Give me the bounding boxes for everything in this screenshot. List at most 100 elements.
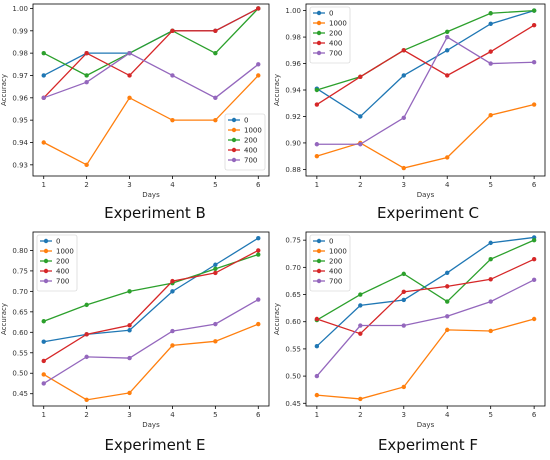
data-point-400 — [256, 6, 261, 11]
data-point-1000 — [41, 372, 46, 377]
data-point-0 — [41, 339, 46, 344]
data-point-700 — [84, 354, 89, 360]
series-line-1000 — [316, 318, 535, 400]
data-point-0 — [358, 114, 363, 119]
y-tick-label: 0.96 — [285, 60, 301, 68]
data-point-700 — [256, 62, 261, 67]
x-tick-label: 6 — [532, 411, 537, 419]
data-point-700 — [488, 61, 493, 66]
series-line-0 — [43, 237, 259, 343]
data-point-400 — [84, 50, 89, 56]
data-point-700 — [256, 297, 261, 302]
data-point-400 — [84, 332, 89, 337]
data-point-200 — [41, 319, 46, 324]
series-line-400 — [316, 24, 535, 106]
legend-label: 200 — [244, 137, 257, 145]
y-tick-label: 0.60 — [12, 329, 28, 337]
y-tick-label: 0.70 — [12, 288, 28, 296]
data-point-700 — [358, 323, 363, 328]
legend-label: 0 — [329, 238, 333, 246]
x-axis-label: Days — [417, 191, 435, 199]
y-tick-label: 0.99 — [12, 27, 28, 35]
data-point-400 — [531, 22, 537, 28]
data-point-0 — [445, 270, 450, 275]
data-point-1000 — [256, 321, 261, 327]
y-tick-label: 0.60 — [285, 318, 301, 326]
y-axis-label: Accuracy — [0, 303, 8, 335]
y-tick-label: 0.97 — [12, 72, 28, 80]
legend-swatch-marker — [43, 268, 49, 274]
data-point-1000 — [445, 155, 450, 160]
chart-panel-4: 0.45 0.50 0.55 0.60 0.65 0.70 0.75 1 2 3 4 5 6 Days Ac… — [273, 231, 546, 429]
legend-label: 400 — [329, 40, 342, 48]
data-point-0 — [41, 73, 46, 78]
data-point-200 — [256, 252, 261, 257]
legend: 0 1000 200 400 700 — [309, 234, 351, 292]
legend-label: 700 — [329, 278, 342, 286]
caption-experiment-f: Experiment F — [377, 436, 479, 454]
data-point-0 — [445, 48, 450, 53]
y-tick-label: 0.80 — [12, 247, 28, 255]
data-point-200 — [531, 8, 537, 13]
y-tick-label: 0.98 — [12, 50, 28, 58]
y-tick-label: 1.00 — [12, 5, 28, 13]
legend-label: 700 — [244, 157, 257, 165]
data-point-1000 — [127, 390, 132, 396]
x-tick-label: 1 — [41, 181, 45, 189]
legend-box — [224, 113, 266, 171]
x-tick-label: 2 — [358, 411, 362, 419]
data-point-700 — [170, 73, 175, 78]
data-point-400 — [358, 74, 363, 79]
x-tick-label: 4 — [445, 181, 450, 189]
y-tick-label: 0.50 — [12, 370, 28, 378]
data-point-700 — [314, 142, 320, 147]
legend-label: 400 — [56, 268, 69, 276]
series-line-400 — [43, 7, 259, 99]
x-axis-label: Days — [142, 421, 160, 429]
data-point-1000 — [84, 162, 89, 168]
data-point-200 — [445, 29, 450, 34]
x-axis-label: Days — [142, 191, 160, 199]
legend-label: 400 — [329, 268, 342, 276]
x-tick-label: 2 — [84, 181, 88, 189]
data-point-400 — [445, 73, 450, 78]
legend-label: 1000 — [244, 127, 262, 135]
data-point-400 — [488, 277, 493, 282]
data-point-400 — [358, 331, 363, 336]
data-point-200 — [84, 73, 89, 78]
caption-experiment-e: Experiment E — [104, 436, 206, 454]
data-point-400 — [41, 358, 46, 364]
legend-swatch-marker — [43, 258, 49, 264]
x-tick-label: 6 — [256, 181, 261, 189]
legend-label: 0 — [56, 238, 60, 246]
data-point-700 — [127, 50, 132, 56]
legend-label: 1000 — [329, 248, 347, 256]
data-point-1000 — [213, 117, 218, 123]
y-tick-label: 0.65 — [285, 291, 301, 299]
series-line-200 — [43, 253, 259, 322]
plot-frame — [305, 231, 546, 407]
data-point-1000 — [41, 140, 46, 145]
x-tick-label: 1 — [41, 411, 45, 419]
data-point-1000 — [314, 392, 320, 398]
data-point-400 — [170, 28, 175, 34]
x-axis-label: Days — [417, 421, 435, 429]
data-point-400 — [256, 248, 261, 253]
legend-swatch-marker — [231, 137, 237, 143]
y-tick-label: 0.93 — [12, 161, 28, 169]
chart-panel-2: 0.88 0.90 0.92 0.94 0.96 0.98 1.00 1 2 3 4 5 6 Days Ac… — [273, 3, 546, 199]
data-point-0 — [256, 235, 261, 241]
data-point-1000 — [170, 117, 175, 123]
data-point-1000 — [256, 73, 261, 78]
data-point-0 — [213, 262, 218, 267]
caption-experiment-c: Experiment C — [377, 204, 479, 222]
data-point-0 — [358, 303, 363, 308]
y-tick-label: 0.65 — [12, 308, 28, 316]
data-point-700 — [170, 328, 175, 334]
data-point-700 — [401, 323, 406, 328]
data-point-200 — [401, 271, 406, 277]
data-point-1000 — [401, 384, 406, 390]
legend-swatch-marker — [231, 117, 237, 123]
series-line-0 — [316, 236, 535, 347]
